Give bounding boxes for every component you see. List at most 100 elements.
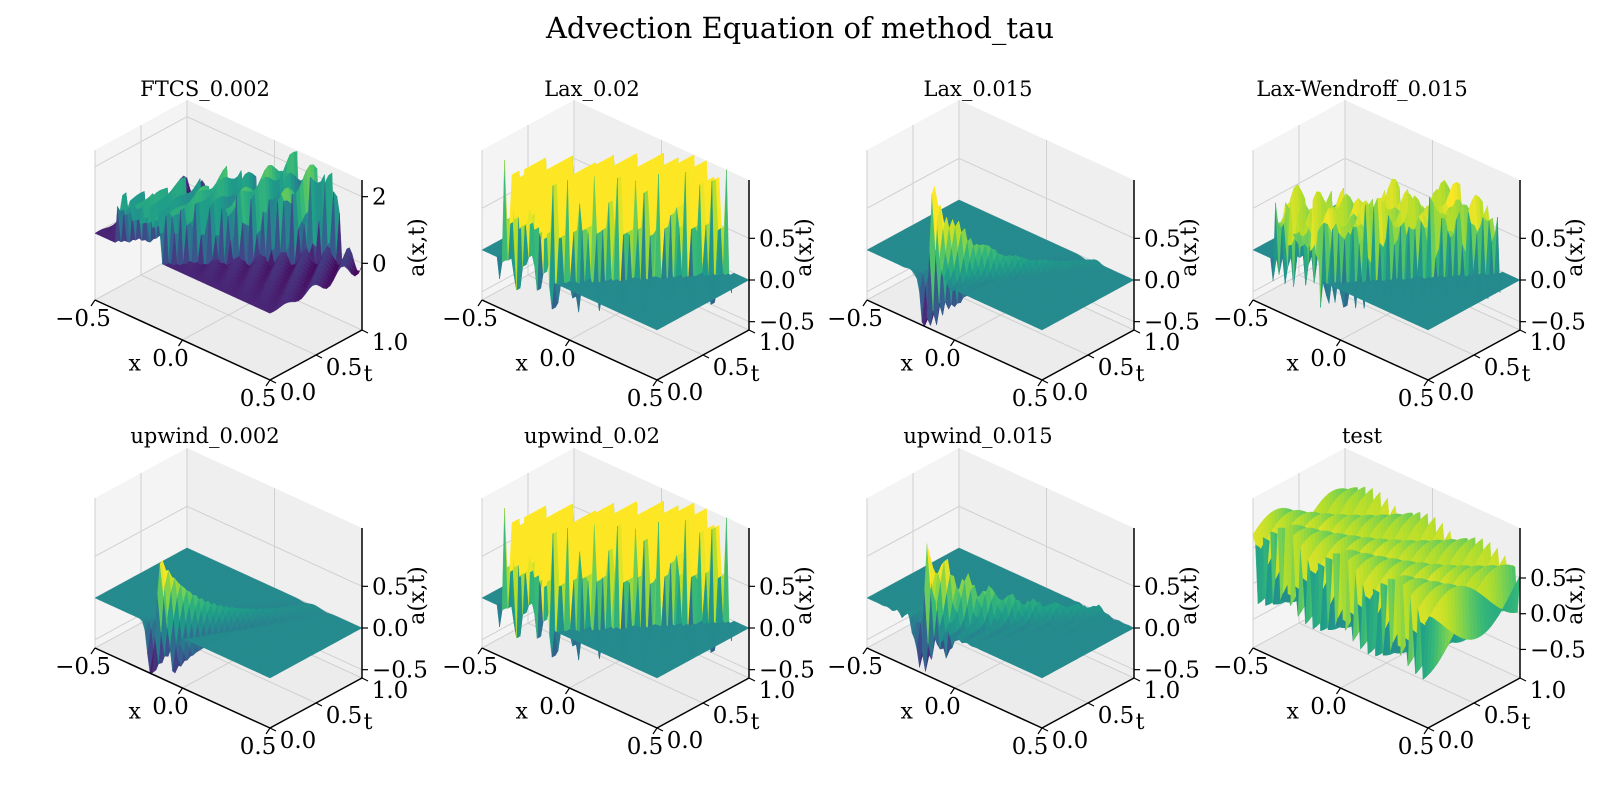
subplot-2: Lax_0.02−0.50.00.5x0.00.51.0t−0.50.00.5a… [442,77,817,412]
surface [481,152,750,331]
y-tick-label: 0.0 [280,728,317,754]
y-tick-label: 0.5 [326,703,363,729]
subplot-title: Lax_0.02 [544,77,640,101]
surface [481,500,750,679]
subplot-6: upwind_0.02−0.50.00.5x0.00.51.0t−0.50.00… [442,424,817,760]
y-tick-label: 0.0 [280,380,317,406]
x-tick-label: 0.0 [1310,694,1347,720]
subplot-4: Lax-Wendroff_0.015−0.50.00.5x0.00.51.0t−… [1213,77,1588,412]
y-tick-label: 0.0 [1052,380,1089,406]
z-axis-label: a(x,t) [1563,566,1588,625]
y-axis-label: t [1136,362,1145,387]
z-tick-label: −0.5 [372,658,428,684]
surface [94,151,363,314]
x-tick-label: −0.5 [55,654,111,680]
y-tick-label: 1.0 [372,678,409,704]
z-axis-label: a(x,t) [1177,218,1202,277]
y-axis-label: t [1136,710,1145,735]
z-axis-label: a(x,t) [405,218,430,277]
z-tick-label: 0 [372,251,387,277]
z-tick-label: 0.0 [759,616,796,642]
x-axis-label: x [1287,699,1300,724]
x-axis-label: x [1287,351,1300,376]
x-tick-label: 0.5 [627,734,664,760]
x-tick-label: 0.5 [240,386,277,412]
y-tick-label: 0.5 [326,355,363,381]
x-axis-label: x [516,351,529,376]
subplot-title: Lax-Wendroff_0.015 [1256,77,1467,101]
surface [866,186,1135,331]
z-axis-label: a(x,t) [1563,218,1588,277]
z-tick-label: 2 [372,185,387,211]
x-tick-label: −0.5 [1213,654,1269,680]
subplot-title: upwind_0.002 [130,424,279,448]
x-tick-label: −0.5 [55,306,111,332]
x-axis-label: x [516,699,529,724]
y-tick-label: 1.0 [1144,330,1181,356]
y-tick-label: 1.0 [1144,678,1181,704]
x-tick-label: 0.5 [1012,734,1049,760]
subplot-title: test [1342,424,1383,448]
x-tick-label: −0.5 [442,654,498,680]
x-tick-label: 0.5 [1398,734,1435,760]
subplot-7: upwind_0.015−0.50.00.5x0.00.51.0t−0.50.0… [827,424,1202,760]
z-tick-label: 0.0 [372,616,409,642]
z-axis-label: a(x,t) [1177,566,1202,625]
x-tick-label: −0.5 [827,306,883,332]
y-tick-label: 1.0 [759,330,796,356]
y-axis-label: t [1522,710,1531,735]
z-tick-label: 0.5 [759,574,796,600]
z-tick-label: 0.5 [1530,226,1567,252]
surface [866,543,1135,679]
x-tick-label: 0.5 [240,734,277,760]
z-tick-label: 0.5 [372,574,409,600]
z-tick-label: −0.5 [1530,637,1586,663]
z-tick-label: −0.5 [759,658,815,684]
x-axis-label: x [901,699,914,724]
y-tick-label: 0.0 [1438,380,1475,406]
x-tick-label: 0.0 [924,346,961,372]
y-tick-label: 0.5 [1484,703,1521,729]
x-tick-label: 0.0 [539,694,576,720]
z-tick-label: −0.5 [1530,310,1586,336]
y-tick-label: 1.0 [759,678,796,704]
z-tick-label: −0.5 [759,310,815,336]
x-axis-label: x [129,351,142,376]
subplot-title: upwind_0.015 [903,424,1052,448]
y-tick-label: 0.0 [667,380,704,406]
x-tick-label: 0.5 [1012,386,1049,412]
z-tick-label: 0.5 [1144,226,1181,252]
x-tick-label: −0.5 [1213,306,1269,332]
subplot-3: Lax_0.015−0.50.00.5x0.00.51.0t−0.50.00.5… [827,77,1202,412]
x-tick-label: 0.0 [1310,346,1347,372]
subplot-title: FTCS_0.002 [140,77,270,101]
y-tick-label: 1.0 [1530,330,1567,356]
y-axis-label: t [1522,362,1531,387]
y-tick-label: 0.5 [713,703,750,729]
z-tick-label: 0.0 [1530,602,1567,628]
figure-title: Advection Equation of method_tau [545,11,1054,46]
subplot-5: upwind_0.002−0.50.00.5x0.00.51.0t−0.50.0… [55,424,430,760]
subplot-title: upwind_0.02 [524,424,660,448]
surface [1252,486,1521,680]
z-tick-label: −0.5 [1144,310,1200,336]
y-axis-label: t [364,362,373,387]
z-axis-label: a(x,t) [792,218,817,277]
y-tick-label: 0.5 [1098,355,1135,381]
surface [1252,178,1521,331]
z-tick-label: 0.5 [1530,566,1567,592]
x-tick-label: 0.0 [152,694,189,720]
z-tick-label: 0.5 [1144,574,1181,600]
z-tick-label: −0.5 [1144,658,1200,684]
x-tick-label: 0.5 [627,386,664,412]
y-tick-label: 0.0 [1438,728,1475,754]
subplot-8: test−0.50.00.5x0.00.51.0t−0.50.00.5a(x,t… [1213,424,1588,760]
z-tick-label: 0.0 [1530,268,1567,294]
z-tick-label: 0.5 [759,226,796,252]
x-tick-label: 0.0 [152,346,189,372]
x-tick-label: 0.0 [924,694,961,720]
z-tick-label: 0.0 [1144,268,1181,294]
y-axis-label: t [751,710,760,735]
